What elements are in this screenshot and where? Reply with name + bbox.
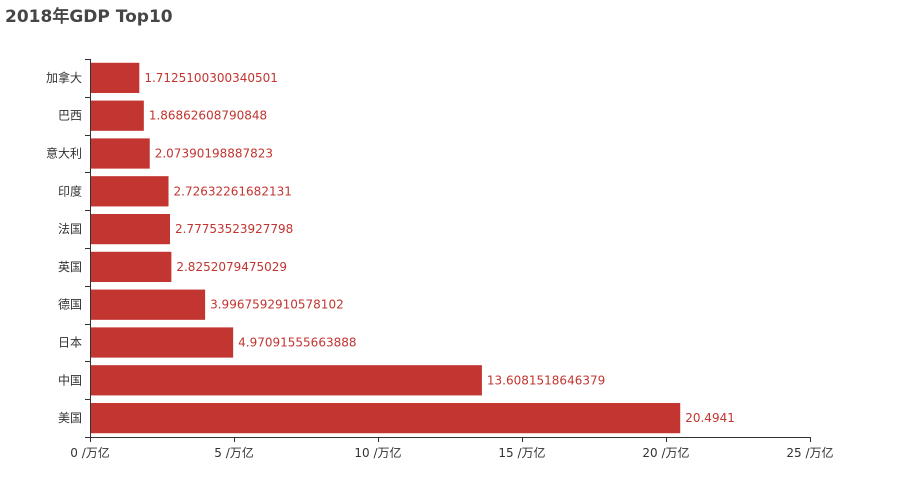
y-tick-label: 中国 [58,372,82,387]
bar-法国 [90,213,170,245]
x-tick-label: 0 /万亿 [70,445,110,460]
bars-group [90,62,681,434]
bar-英国 [90,251,172,283]
bar-日本 [90,327,234,358]
bar-印度 [90,176,169,207]
bar-value-label: 4.97091555663888 [238,336,356,350]
bar-value-label: 2.72632261682131 [174,184,292,198]
chart-title: 2018年GDP Top10 [5,7,173,27]
x-tick-label: 10 /万亿 [354,445,401,460]
x-tick-label: 5 /万亿 [214,445,254,460]
y-tick-label: 法国 [58,222,82,236]
bar-value-label: 13.6081518646379 [487,373,605,387]
bar-value-label: 1.7125100300340501 [144,71,278,85]
bar-美国 [90,402,681,434]
y-tick-label: 美国 [58,411,82,425]
y-tick-label: 英国 [58,260,82,274]
bar-意大利 [90,138,150,169]
bar-巴西 [90,100,144,131]
bar-中国 [90,365,482,396]
bar-value-label: 3.9967592910578102 [210,298,344,312]
bar-labels-group: 20.4941 13.6081518646379 4.97091555663888 3… [144,71,735,425]
bar-value-label: 2.07390198887823 [155,147,273,161]
x-tick-label: 25 /万亿 [786,445,833,460]
bar-value-label: 2.77753523927798 [175,222,293,236]
y-tick-label: 加拿大 [46,70,82,85]
bar-加拿大 [90,62,140,94]
y-tick-label: 意大利 [46,146,82,161]
bar-value-label: 20.4941 [685,411,735,425]
y-tick-label: 日本 [58,336,82,350]
x-tick-label: 20 /万亿 [642,445,689,460]
bar-value-label: 1.86862608790848 [149,109,267,123]
bar-德国 [90,289,206,320]
x-axis: 0 /万亿 5 /万亿 10 /万亿 15 /万亿 20 /万亿 25 /万亿 [70,437,834,460]
bar-value-label: 2.8252079475029 [176,260,287,274]
y-axis: 美国 中国 日本 德国 英国 法国 印度 意大利 巴西 加拿大 [46,59,91,438]
y-tick-label: 巴西 [58,109,82,123]
x-tick-label: 15 /万亿 [498,445,545,460]
y-tick-label: 德国 [58,297,82,312]
y-tick-label: 印度 [58,183,82,198]
